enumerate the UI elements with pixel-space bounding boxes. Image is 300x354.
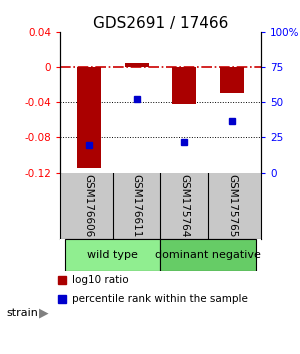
Text: GSM175764: GSM175764 — [179, 175, 189, 238]
Text: wild type: wild type — [87, 250, 138, 260]
Bar — [77, 67, 101, 168]
Text: GSM175765: GSM175765 — [227, 175, 237, 238]
Text: percentile rank within the sample: percentile rank within the sample — [72, 294, 248, 304]
Text: log10 ratio: log10 ratio — [72, 275, 129, 285]
Text: GSM176611: GSM176611 — [132, 175, 142, 238]
Bar — [65, 239, 160, 271]
Bar — [172, 67, 197, 104]
Text: strain: strain — [6, 308, 38, 318]
Text: dominant negative: dominant negative — [155, 250, 261, 260]
Bar — [220, 67, 244, 93]
Bar — [124, 63, 148, 67]
Bar — [160, 239, 256, 271]
Text: ▶: ▶ — [39, 307, 49, 320]
Text: GSM176606: GSM176606 — [84, 175, 94, 238]
Title: GDS2691 / 17466: GDS2691 / 17466 — [93, 16, 228, 31]
